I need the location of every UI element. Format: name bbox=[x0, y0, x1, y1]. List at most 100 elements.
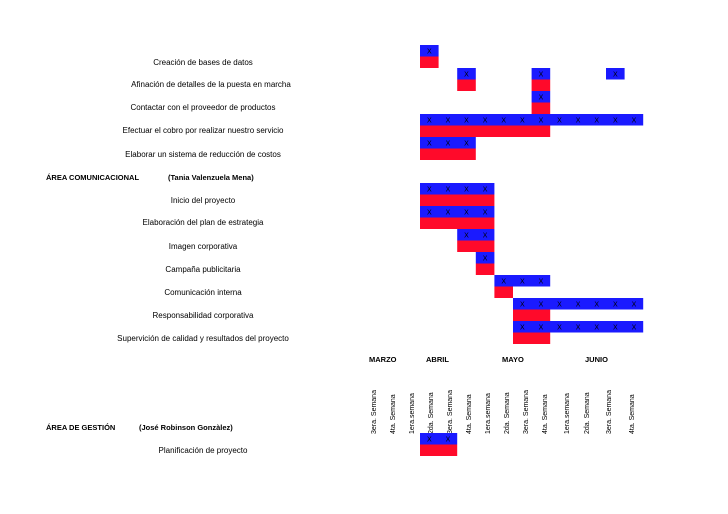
planned-bar bbox=[420, 137, 476, 149]
week-mark: X bbox=[483, 233, 488, 240]
week-mark: X bbox=[427, 141, 432, 148]
week-mark: X bbox=[427, 437, 432, 444]
month-label: MARZO bbox=[369, 355, 397, 364]
week-mark: X bbox=[464, 141, 469, 148]
planned-bar bbox=[457, 229, 495, 241]
week-mark: X bbox=[613, 72, 618, 79]
planned-bar bbox=[606, 68, 625, 80]
actual-bar bbox=[420, 217, 495, 229]
week-mark: X bbox=[501, 118, 506, 125]
task-label: Elaborar un sistema de reducción de cost… bbox=[125, 150, 281, 159]
task-label: Contactar con el proveedor de productos bbox=[130, 103, 276, 112]
week-mark: X bbox=[464, 187, 469, 194]
week-mark: X bbox=[520, 118, 525, 125]
week-mark: X bbox=[539, 72, 544, 79]
week-mark: X bbox=[483, 187, 488, 194]
week-mark: X bbox=[501, 279, 506, 286]
week-mark: X bbox=[594, 302, 599, 309]
planned-bar bbox=[494, 275, 551, 287]
week-mark: X bbox=[539, 118, 544, 125]
task-label: Imagen corporativa bbox=[168, 242, 238, 251]
actual-bar bbox=[531, 79, 551, 91]
week-mark: X bbox=[632, 302, 637, 309]
actual-bar bbox=[420, 194, 495, 206]
planned-bar bbox=[513, 298, 644, 310]
week-mark: X bbox=[576, 118, 581, 125]
planned-bar bbox=[531, 68, 551, 80]
actual-bar bbox=[420, 148, 476, 160]
week-mark: X bbox=[446, 210, 451, 217]
week-mark: X bbox=[613, 302, 618, 309]
planned-bar bbox=[513, 321, 644, 333]
area-title: ÁREA COMUNICACIONAL bbox=[46, 173, 140, 182]
actual-bar bbox=[457, 240, 495, 252]
task-label: Responsabilidad corporativa bbox=[152, 311, 254, 320]
week-mark: X bbox=[557, 302, 562, 309]
week-mark: X bbox=[539, 325, 544, 332]
week-mark: X bbox=[576, 325, 581, 332]
actual-bar bbox=[513, 309, 551, 321]
week-mark: X bbox=[539, 302, 544, 309]
week-mark: X bbox=[483, 256, 488, 263]
week-mark: X bbox=[483, 210, 488, 217]
task-label: Supervición de calidad y resultados del … bbox=[117, 334, 289, 343]
week-mark: X bbox=[520, 279, 525, 286]
task-label: Afinación de detalles de la puesta en ma… bbox=[131, 80, 291, 89]
week-mark: X bbox=[520, 302, 525, 309]
actual-bar bbox=[494, 286, 513, 298]
area-title: ÁREA DE GESTIÓN bbox=[46, 423, 116, 432]
actual-bar bbox=[420, 444, 458, 456]
week-mark: X bbox=[427, 118, 432, 125]
week-mark: X bbox=[557, 325, 562, 332]
planned-bar bbox=[420, 114, 644, 126]
week-mark: X bbox=[632, 118, 637, 125]
week-mark: X bbox=[483, 118, 488, 125]
planned-bar bbox=[420, 206, 495, 218]
week-mark: X bbox=[464, 233, 469, 240]
planned-bar bbox=[475, 252, 495, 264]
week-mark: X bbox=[464, 72, 469, 79]
week-mark: X bbox=[539, 279, 544, 286]
week-mark: X bbox=[446, 118, 451, 125]
week-mark: X bbox=[464, 118, 469, 125]
week-mark: X bbox=[613, 118, 618, 125]
planned-bar bbox=[420, 183, 495, 195]
week-mark: X bbox=[427, 49, 432, 56]
week-mark: X bbox=[446, 437, 451, 444]
week-mark: X bbox=[446, 141, 451, 148]
task-label: Creación de bases de datos bbox=[153, 58, 253, 67]
month-label: MAYO bbox=[502, 355, 524, 364]
month-label: ABRIL bbox=[426, 355, 449, 364]
week-mark: X bbox=[594, 325, 599, 332]
week-mark: X bbox=[520, 325, 525, 332]
month-label: JUNIO bbox=[585, 355, 608, 364]
actual-bar bbox=[513, 332, 551, 344]
area-lead: (Tania Valenzuela Mena) bbox=[168, 173, 254, 182]
area-lead: (José Robinson Gonzàlez) bbox=[139, 423, 233, 432]
task-label: Elaboración del plan de estrategia bbox=[142, 218, 264, 227]
actual-bar bbox=[420, 125, 551, 137]
actual-bar bbox=[531, 102, 551, 114]
week-mark: X bbox=[557, 118, 562, 125]
actual-bar bbox=[457, 79, 476, 91]
week-mark: X bbox=[464, 210, 469, 217]
task-label: Efectuar el cobro por realizar nuestro s… bbox=[122, 126, 284, 135]
week-mark: X bbox=[427, 187, 432, 194]
planned-bar bbox=[531, 91, 551, 103]
task-label: Inicio del proyecto bbox=[170, 196, 236, 205]
task-label: Campaña publicitaria bbox=[165, 265, 241, 274]
actual-bar bbox=[475, 263, 495, 275]
planned-bar bbox=[420, 45, 439, 57]
week-mark: X bbox=[594, 118, 599, 125]
actual-bar bbox=[420, 56, 439, 68]
week-mark: X bbox=[632, 325, 637, 332]
week-mark: X bbox=[539, 95, 544, 102]
week-mark: X bbox=[427, 210, 432, 217]
task-label: Planificación de proyecto bbox=[158, 446, 248, 455]
planned-bar bbox=[420, 433, 458, 445]
task-label: Comunicación interna bbox=[164, 288, 242, 297]
week-mark: X bbox=[613, 325, 618, 332]
week-mark: X bbox=[576, 302, 581, 309]
week-mark: X bbox=[446, 187, 451, 194]
